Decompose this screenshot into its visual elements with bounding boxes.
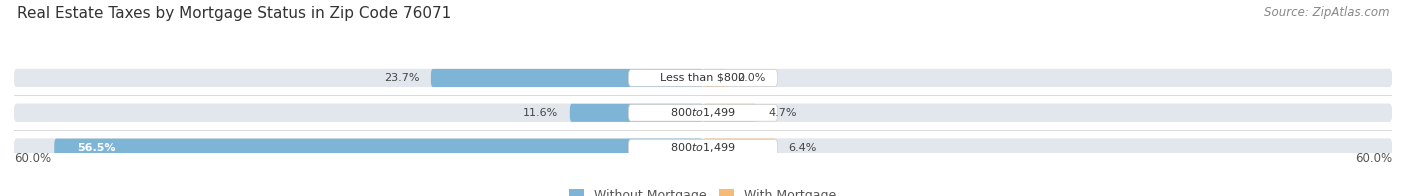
Text: $800 to $1,499: $800 to $1,499 xyxy=(671,106,735,119)
FancyBboxPatch shape xyxy=(14,69,703,87)
Text: Source: ZipAtlas.com: Source: ZipAtlas.com xyxy=(1264,6,1389,19)
FancyBboxPatch shape xyxy=(569,104,703,122)
FancyBboxPatch shape xyxy=(55,139,703,157)
Text: Real Estate Taxes by Mortgage Status in Zip Code 76071: Real Estate Taxes by Mortgage Status in … xyxy=(17,6,451,21)
Text: $800 to $1,499: $800 to $1,499 xyxy=(671,141,735,154)
FancyBboxPatch shape xyxy=(14,139,703,157)
FancyBboxPatch shape xyxy=(703,69,1392,87)
FancyBboxPatch shape xyxy=(628,70,778,86)
FancyBboxPatch shape xyxy=(628,104,778,121)
Text: 56.5%: 56.5% xyxy=(77,143,115,153)
FancyBboxPatch shape xyxy=(430,69,703,87)
FancyBboxPatch shape xyxy=(14,104,1392,122)
FancyBboxPatch shape xyxy=(703,69,725,87)
FancyBboxPatch shape xyxy=(703,139,1392,157)
FancyBboxPatch shape xyxy=(703,139,776,157)
Legend: Without Mortgage, With Mortgage: Without Mortgage, With Mortgage xyxy=(564,184,842,196)
Text: Less than $800: Less than $800 xyxy=(661,73,745,83)
FancyBboxPatch shape xyxy=(14,139,1392,157)
Text: 6.4%: 6.4% xyxy=(787,143,817,153)
Text: 60.0%: 60.0% xyxy=(14,152,51,165)
FancyBboxPatch shape xyxy=(628,139,778,156)
Text: 60.0%: 60.0% xyxy=(1355,152,1392,165)
FancyBboxPatch shape xyxy=(703,104,756,122)
Text: 4.7%: 4.7% xyxy=(769,108,797,118)
Text: 23.7%: 23.7% xyxy=(384,73,419,83)
FancyBboxPatch shape xyxy=(14,69,1392,87)
Text: 11.6%: 11.6% xyxy=(523,108,558,118)
FancyBboxPatch shape xyxy=(14,104,703,122)
Text: 2.0%: 2.0% xyxy=(738,73,766,83)
FancyBboxPatch shape xyxy=(703,104,1392,122)
